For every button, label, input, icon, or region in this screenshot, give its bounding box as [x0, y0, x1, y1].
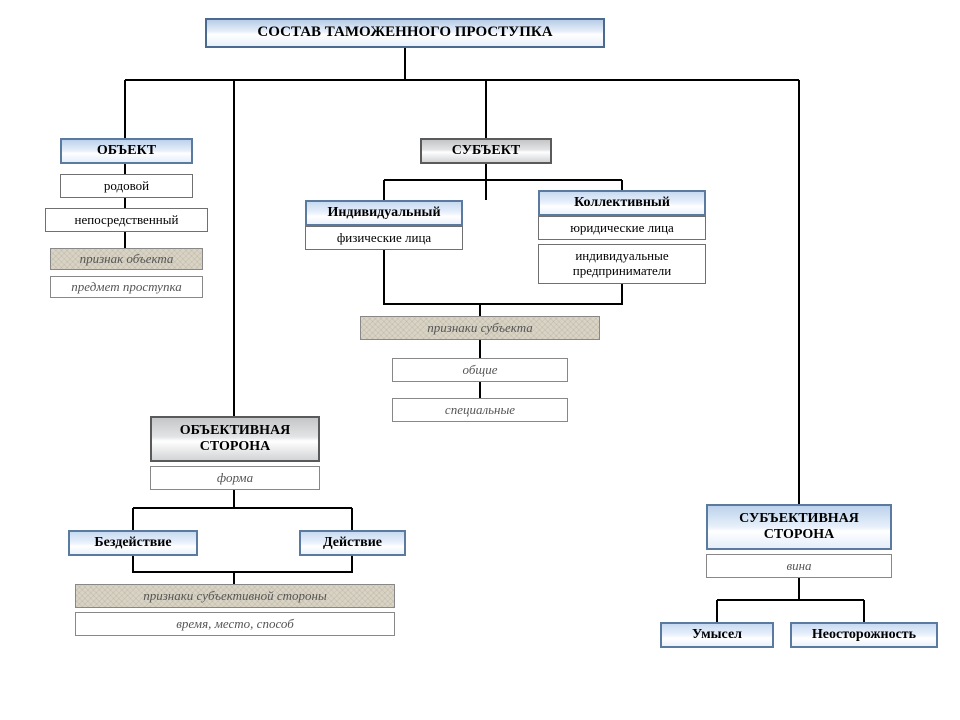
node-koll: Коллективный: [538, 190, 706, 216]
node-ipred: индивидуальные предприниматели: [538, 244, 706, 284]
node-priz_o: признак объекта: [50, 248, 203, 270]
node-indiv: Индивидуальный: [305, 200, 463, 226]
node-priz_s: признаки субъекта: [360, 316, 600, 340]
node-deist: Действие: [299, 530, 406, 556]
node-spec: специальные: [392, 398, 568, 422]
node-umys: Умысел: [660, 622, 774, 648]
node-subst: СУБЪЕКТИВНАЯ СТОРОНА: [706, 504, 892, 550]
node-subj: СУБЪЕКТ: [420, 138, 552, 164]
node-neost: Неосторожность: [790, 622, 938, 648]
node-priz_ss: признаки субъективной стороны: [75, 584, 395, 608]
node-objst: ОБЪЕКТИВНАЯ СТОРОНА: [150, 416, 320, 462]
node-nepos: непосредственный: [45, 208, 208, 232]
node-fizl: физические лица: [305, 226, 463, 250]
node-obsh: общие: [392, 358, 568, 382]
node-obj: ОБЪЕКТ: [60, 138, 193, 164]
node-bezd: Бездействие: [68, 530, 198, 556]
node-yurl: юридические лица: [538, 216, 706, 240]
node-forma: форма: [150, 466, 320, 490]
node-pred_p: предмет проступка: [50, 276, 203, 298]
node-root: СОСТАВ ТАМОЖЕННОГО ПРОСТУПКА: [205, 18, 605, 48]
node-rodov: родовой: [60, 174, 193, 198]
node-vina: вина: [706, 554, 892, 578]
node-vmsp: время, место, способ: [75, 612, 395, 636]
diagram-canvas: СОСТАВ ТАМОЖЕННОГО ПРОСТУПКА ОБЪЕКТ родово…: [0, 0, 960, 720]
